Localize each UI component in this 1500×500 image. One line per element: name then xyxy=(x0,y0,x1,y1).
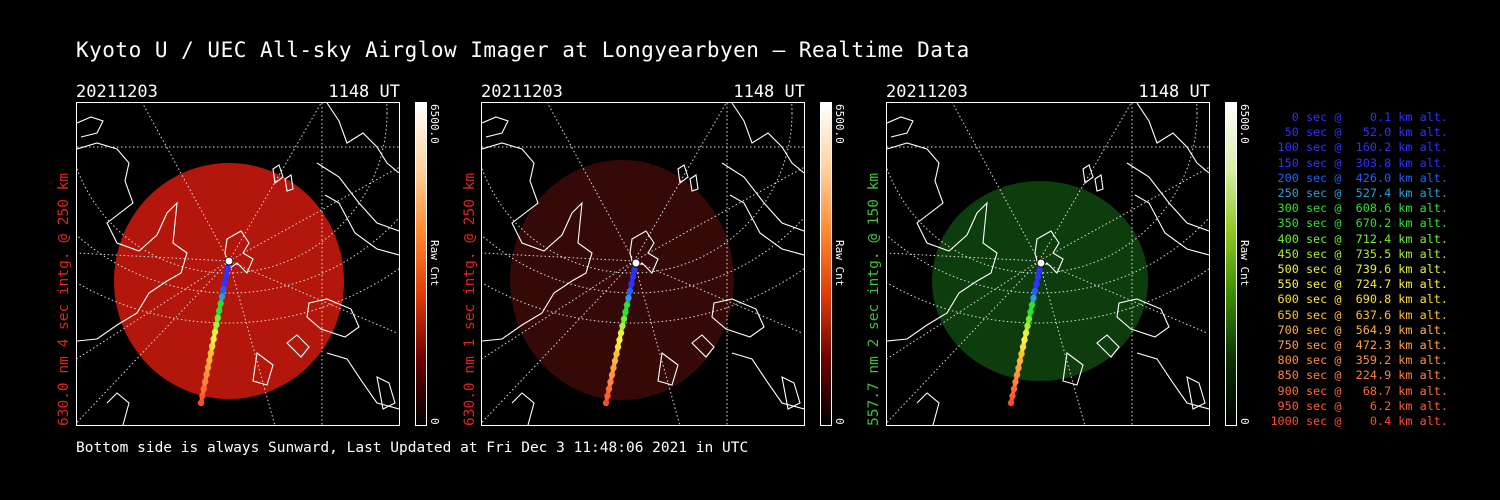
panel-3-colorbar-min: 0 xyxy=(1238,418,1251,425)
legend-row: 900 sec @ 68.7 km alt. xyxy=(1270,383,1448,398)
panel-3-time: 1148 UT xyxy=(1138,82,1210,102)
allsky-map xyxy=(887,103,1209,425)
legend-row: 250 sec @ 527.4 km alt. xyxy=(1270,186,1448,201)
panel-2-colorbar-min: 0 xyxy=(833,418,846,425)
legend-row: 700 sec @ 564.9 km alt. xyxy=(1270,322,1448,337)
panel-2-colorbar xyxy=(820,102,832,426)
panel-3-colorbar xyxy=(1225,102,1237,426)
footer-note: Bottom side is always Sunward, Last Upda… xyxy=(76,440,749,456)
legend-row: 300 sec @ 608.6 km alt. xyxy=(1270,201,1448,216)
latlon-grid xyxy=(77,103,399,425)
legend-row: 0 sec @ 0.1 km alt. xyxy=(1270,110,1448,124)
panel-3-colorbar-unit: Raw Cnt xyxy=(1238,240,1251,287)
allsky-map xyxy=(77,103,399,425)
rocket-trajectory xyxy=(1007,258,1046,407)
legend-row: 400 sec @ 712.4 km alt. xyxy=(1270,231,1448,246)
coastline xyxy=(77,103,399,425)
trajectory-legend: 0 sec @ 0.1 km alt. 50 sec @ 52.0 km alt… xyxy=(1258,110,1448,429)
panel-1-date: 20211203 xyxy=(76,82,158,102)
legend-row: 650 sec @ 637.6 km alt. xyxy=(1270,307,1448,322)
panel-2-colorbar-unit: Raw Cnt xyxy=(833,240,846,287)
panel-3-ylabel: 557.7 nm 2 sec intg. @ 150 km xyxy=(866,172,882,426)
allsky-map xyxy=(482,103,804,425)
panel-1-colorbar-unit: Raw Cnt xyxy=(428,240,441,287)
panel-2-date: 20211203 xyxy=(481,82,563,102)
page-title: Kyoto U / UEC All-sky Airglow Imager at … xyxy=(76,38,970,62)
panel-1-ylabel: 630.0 nm 4 sec intg. @ 250 km xyxy=(56,172,72,426)
latlon-grid xyxy=(482,103,804,425)
trajectory-dot xyxy=(1007,399,1015,407)
legend-row: 50 sec @ 52.0 km alt. xyxy=(1270,125,1448,140)
legend-row: 800 sec @ 359.2 km alt. xyxy=(1270,353,1448,368)
latlon-grid xyxy=(887,103,1209,425)
panel-1-colorbar xyxy=(415,102,427,426)
legend-row: 350 sec @ 670.2 km alt. xyxy=(1270,216,1448,231)
launch-site-marker xyxy=(224,256,234,266)
trajectory-dot xyxy=(197,399,205,407)
legend-row: 550 sec @ 724.7 km alt. xyxy=(1270,277,1448,292)
legend-row: 200 sec @ 426.0 km alt. xyxy=(1270,170,1448,185)
panel-3-allsky-image[interactable] xyxy=(886,102,1210,426)
legend-row: 450 sec @ 735.5 km alt. xyxy=(1270,246,1448,261)
panel-2-colorbar-max: 6500.0 xyxy=(833,104,846,144)
legend-row: 850 sec @ 224.9 km alt. xyxy=(1270,368,1448,383)
launch-site-marker xyxy=(1036,258,1046,268)
legend-row: 150 sec @ 303.8 km alt. xyxy=(1270,155,1448,170)
sky-glow xyxy=(114,163,344,399)
legend-row: 750 sec @ 472.3 km alt. xyxy=(1270,338,1448,353)
coastline xyxy=(887,103,1209,425)
rocket-trajectory xyxy=(602,258,641,407)
legend-row: 950 sec @ 6.2 km alt. xyxy=(1270,398,1448,413)
legend-row: 500 sec @ 739.6 km alt. xyxy=(1270,262,1448,277)
legend-row: 600 sec @ 690.8 km alt. xyxy=(1270,292,1448,307)
panel-3-date: 20211203 xyxy=(886,82,968,102)
panel-1-allsky-image[interactable] xyxy=(76,102,400,426)
sky-glow xyxy=(510,160,734,400)
panel-2-time: 1148 UT xyxy=(733,82,805,102)
panel-1-colorbar-max: 6500.0 xyxy=(428,104,441,144)
legend-row: 1000 sec @ 0.4 km alt. xyxy=(1270,414,1448,429)
legend-row: 100 sec @ 160.2 km alt. xyxy=(1270,140,1448,155)
rocket-trajectory xyxy=(197,256,234,407)
panel-2-allsky-image[interactable] xyxy=(481,102,805,426)
launch-site-marker xyxy=(631,258,641,268)
coastline xyxy=(482,103,804,425)
sky-glow xyxy=(932,181,1148,381)
panel-1-time: 1148 UT xyxy=(328,82,400,102)
trajectory-dot xyxy=(602,399,610,407)
panel-2-ylabel: 630.0 nm 1 sec intg. @ 250 km xyxy=(462,172,478,426)
panel-3-colorbar-max: 6500.0 xyxy=(1238,104,1251,144)
panel-1-colorbar-min: 0 xyxy=(428,418,441,425)
